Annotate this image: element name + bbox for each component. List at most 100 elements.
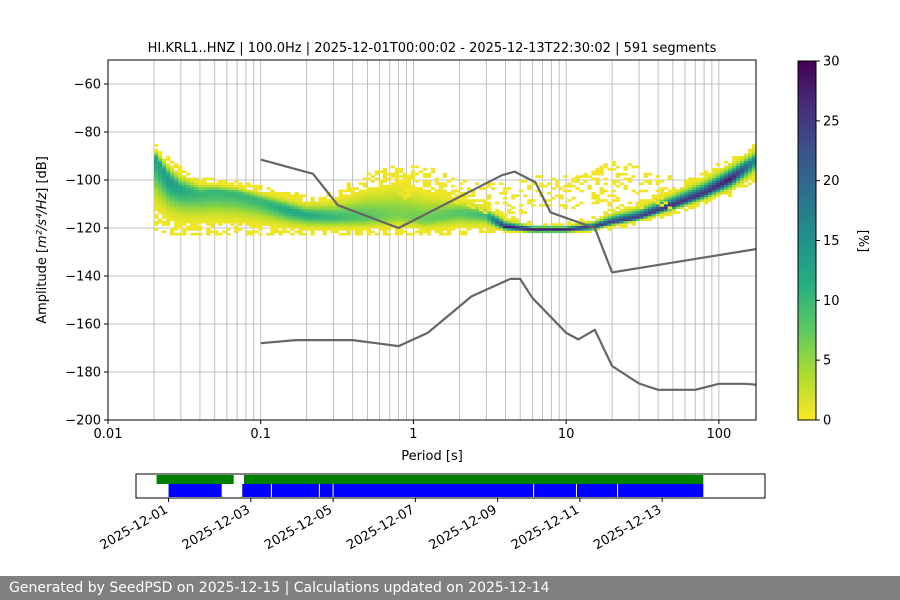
heatmap-cell <box>619 223 624 226</box>
heatmap-cell <box>438 230 444 234</box>
heatmap-cell <box>274 204 279 207</box>
heatmap-cell <box>595 196 600 200</box>
heatmap-cell <box>422 199 428 202</box>
heatmap-cell <box>523 225 528 229</box>
heatmap-cell <box>495 218 500 222</box>
heatmap-cell <box>467 187 472 190</box>
heatmap-cell <box>153 165 159 169</box>
heatmap-cell <box>342 201 347 205</box>
heatmap-cell <box>406 213 412 217</box>
heatmap-cell <box>198 216 203 219</box>
heatmap-cell <box>511 223 516 226</box>
heatmap-cell <box>322 218 327 222</box>
heatmap-cell <box>310 228 315 231</box>
heatmap-cell <box>406 218 412 222</box>
heatmap-cell <box>735 170 741 174</box>
heatmap-cell <box>434 213 440 217</box>
heatmap-cell <box>290 196 295 200</box>
heatmap-cell <box>330 213 335 217</box>
heatmap-cell <box>567 223 572 226</box>
heatmap-cell <box>511 211 516 214</box>
heatmap-cell <box>330 216 335 219</box>
heatmap-cell <box>398 182 404 186</box>
heatmap-cell <box>647 182 652 186</box>
heatmap-cell <box>599 172 604 176</box>
heatmap-cell <box>370 223 376 226</box>
heatmap-cell <box>157 187 163 190</box>
heatmap-cell <box>318 206 323 210</box>
heatmap-cell <box>623 225 628 229</box>
heatmap-cell <box>491 230 496 234</box>
heatmap-cell <box>274 213 279 217</box>
heatmap-cell <box>707 194 713 198</box>
heatmap-cell <box>394 184 400 188</box>
heatmap-cell <box>266 201 271 205</box>
heatmap-cell <box>174 216 179 219</box>
heatmap-cell <box>739 172 745 176</box>
heatmap-cell <box>487 216 492 219</box>
heatmap-cell <box>426 213 432 217</box>
heatmap-cell <box>607 228 612 231</box>
heatmap-cell <box>727 180 733 183</box>
heatmap-cell <box>218 204 223 207</box>
heatmap-cell <box>675 211 681 214</box>
heatmap-cell <box>322 228 327 231</box>
heatmap-cell <box>230 201 235 205</box>
heatmap-cell <box>334 211 339 214</box>
heatmap-cell <box>206 228 211 231</box>
heatmap-cell <box>599 187 604 190</box>
heatmap-cell <box>182 213 187 217</box>
heatmap-cell <box>719 192 725 195</box>
heatmap-cell <box>182 223 187 226</box>
heatmap-cell <box>715 184 721 188</box>
heatmap-cell <box>270 232 275 236</box>
heatmap-cell <box>483 206 488 210</box>
heatmap-cell <box>711 170 717 174</box>
heatmap-cell <box>571 180 576 183</box>
heatmap-cell <box>491 182 496 186</box>
heatmap-cell <box>747 160 753 164</box>
heatmap-cell <box>459 213 464 217</box>
heatmap-cell <box>226 232 231 236</box>
heatmap-cell <box>374 187 380 190</box>
heatmap-cell <box>414 220 420 224</box>
heatmap-cell <box>298 204 303 207</box>
heatmap-cell <box>555 225 560 229</box>
heatmap-cell <box>631 218 636 222</box>
colorbar-tick-label: 20 <box>823 174 840 189</box>
heatmap-cell <box>366 223 372 226</box>
heatmap-cell <box>491 220 496 224</box>
heatmap-cell <box>547 230 552 234</box>
heatmap-cell <box>655 189 660 193</box>
heatmap-cell <box>615 206 620 210</box>
heatmap-cell <box>422 220 428 224</box>
heatmap-cell <box>274 192 279 195</box>
heatmap-cell <box>334 199 339 202</box>
heatmap-cell <box>715 194 721 198</box>
heatmap-cell <box>258 199 263 202</box>
heatmap-cell <box>727 194 733 198</box>
heatmap-cell <box>511 228 516 231</box>
heatmap-cell <box>471 204 476 207</box>
heatmap-cell <box>739 170 745 174</box>
heatmap-cell <box>715 168 721 171</box>
heatmap-cell <box>471 223 476 226</box>
heatmap-cell <box>266 218 271 222</box>
heatmap-cell <box>390 213 396 217</box>
heatmap-cell <box>370 180 376 183</box>
heatmap-cell <box>222 196 227 200</box>
heatmap-cell <box>631 216 636 219</box>
heatmap-cell <box>723 177 729 181</box>
heatmap-cell <box>238 184 243 188</box>
heatmap-cell <box>398 232 404 236</box>
heatmap-cell <box>318 199 323 202</box>
heatmap-cell <box>282 201 287 205</box>
heatmap-cell <box>691 194 697 198</box>
heatmap-cell <box>390 165 396 169</box>
heatmap-cell <box>715 172 721 176</box>
heatmap-cell <box>162 230 167 234</box>
heatmap-cell <box>703 196 709 200</box>
heatmap-cell <box>491 187 496 190</box>
heatmap-cell <box>230 189 235 193</box>
heatmap-cell <box>326 208 331 212</box>
